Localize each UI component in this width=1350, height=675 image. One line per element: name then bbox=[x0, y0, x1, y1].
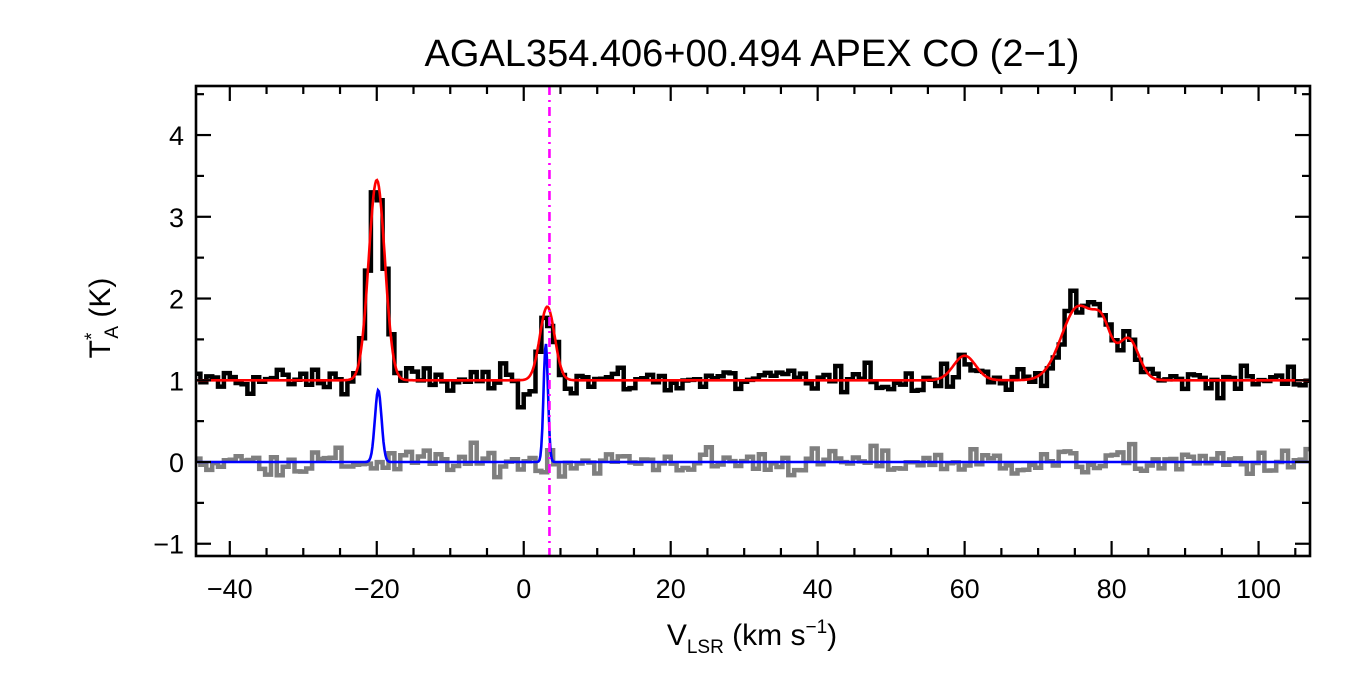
y-tick-label: 2 bbox=[169, 285, 184, 315]
y-tick-label: 1 bbox=[169, 366, 184, 396]
x-axis-title-unit-exponent: −1 bbox=[805, 617, 827, 638]
x-axis-title-main: V bbox=[667, 619, 687, 652]
chart-title: AGAL354.406+00.494 APEX CO (2−1) bbox=[425, 33, 1080, 75]
series-line-observed-spectrum bbox=[196, 190, 1310, 410]
series-line-residual bbox=[196, 440, 1310, 480]
y-axis-title-unit: (K) bbox=[84, 278, 117, 326]
series-line-gaussian-fit bbox=[196, 178, 1310, 382]
series-residual-features-fit bbox=[196, 343, 1310, 464]
plot-data-layer bbox=[196, 86, 1310, 556]
y-tick-label: 4 bbox=[169, 121, 184, 151]
y-tick-label: −1 bbox=[153, 530, 184, 560]
x-tick-label: 40 bbox=[803, 574, 833, 604]
x-tick-label: 0 bbox=[516, 574, 531, 604]
y-axis-title-sup: * bbox=[82, 332, 103, 340]
plot-axes-layer: −40 −20 0 20 40 60 80 100 −1 0 1 2 3 4 bbox=[153, 84, 1312, 604]
series-residual bbox=[196, 440, 1310, 480]
x-tick-label: 100 bbox=[1236, 574, 1281, 604]
y-axis-title-sub: A bbox=[102, 326, 123, 339]
plot-series-group bbox=[196, 86, 1310, 556]
x-tick-label: 60 bbox=[950, 574, 980, 604]
x-tick-label: −40 bbox=[207, 574, 253, 604]
y-axis-title: T*A (K) bbox=[82, 278, 123, 359]
x-axis-title-unit: (km s bbox=[724, 619, 806, 652]
x-tick-label: 20 bbox=[656, 574, 686, 604]
y-tick-label: 0 bbox=[169, 448, 184, 478]
series-gaussian-fit bbox=[196, 178, 1310, 382]
x-axis-title: VLSR (km s−1) bbox=[667, 617, 837, 658]
y-tick-label: 3 bbox=[169, 203, 184, 233]
x-axis-title-unit-close: ) bbox=[827, 619, 837, 652]
x-axis-title-sub: LSR bbox=[687, 637, 724, 658]
series-observed-spectrum bbox=[196, 190, 1310, 410]
x-tick-label: 80 bbox=[1097, 574, 1127, 604]
x-tick-label: −20 bbox=[354, 574, 400, 604]
y-axis-title-main: T bbox=[84, 340, 117, 358]
plot-frame bbox=[194, 84, 1312, 558]
series-line-residual-features-fit bbox=[196, 343, 1310, 464]
